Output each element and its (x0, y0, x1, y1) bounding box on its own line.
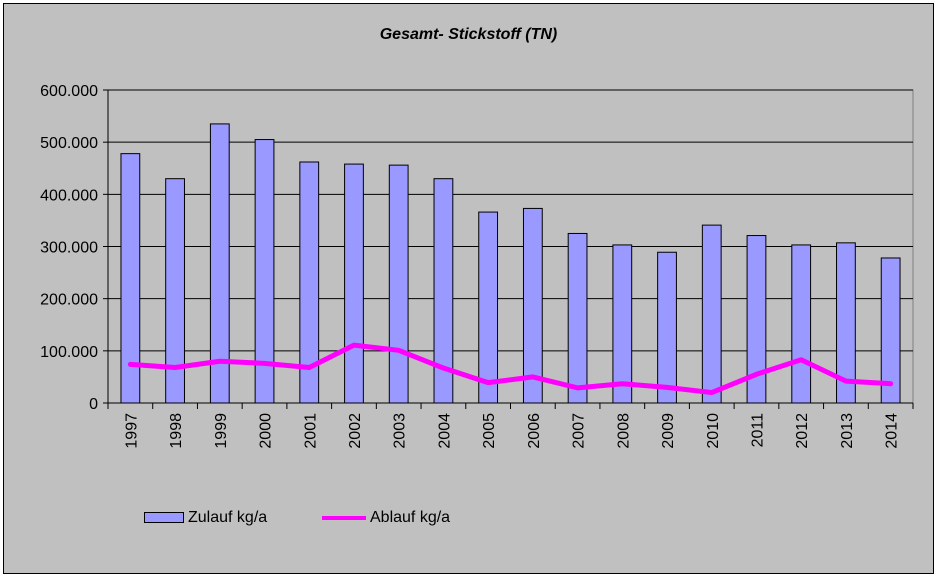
plot-area: 0 100.000 200.000 300.000 400.000 500.000 600.… (40, 83, 914, 449)
x-tick-label: 2001 (302, 413, 319, 449)
legend-label-zulauf: Zulauf kg/a (188, 509, 268, 526)
legend-swatch-zulauf (144, 512, 184, 524)
bar-zulauf (299, 161, 320, 404)
x-tick-label: 2004 (436, 413, 453, 449)
x-tick-label: 1997 (123, 413, 140, 449)
bar-zulauf (388, 164, 409, 404)
y-tick-label: 600.000 (40, 83, 98, 100)
x-tick-label: 1999 (213, 413, 230, 449)
legend-label-ablauf: Ablauf kg/a (370, 509, 451, 526)
x-tick-label: 1998 (168, 413, 185, 449)
legend-swatch-ablauf (322, 515, 366, 520)
bar-zulauf (478, 211, 499, 404)
x-tick-label: 2010 (705, 413, 722, 449)
bar-zulauf (880, 257, 901, 404)
y-tick-label: 300.000 (40, 240, 98, 257)
chart-frame: Gesamt- Stickstoff (TN) 0 100.000 200.000 3… (3, 3, 934, 574)
bar-zulauf (746, 235, 767, 404)
bar-zulauf (209, 123, 230, 404)
bar-zulauf (433, 178, 454, 404)
x-tick-label: 2008 (615, 413, 632, 449)
bar-zulauf (612, 244, 633, 404)
bar-zulauf (165, 178, 185, 404)
bar-zulauf (254, 139, 275, 404)
bar-zulauf (344, 163, 364, 404)
bar-zulauf (120, 153, 141, 404)
x-tick-label: 2011 (749, 413, 766, 448)
x-tick-label: 2005 (481, 413, 498, 449)
bar-zulauf (522, 207, 543, 404)
line-ablauf (127, 342, 894, 396)
y-tick-label: 100.000 (40, 344, 98, 361)
x-tick-label: 2002 (347, 413, 364, 449)
x-tick-label: 2013 (839, 413, 856, 449)
x-tick-label: 2009 (660, 413, 677, 449)
chart-title: Gesamt- Stickstoff (TN) (379, 26, 558, 43)
bar-zulauf (836, 242, 856, 404)
legend: Zulauf kg/a Ablauf kg/a (144, 507, 504, 529)
x-tick-label: 2003 (392, 413, 409, 449)
legend-item-ablauf: Ablauf kg/a (322, 507, 450, 529)
y-tick-label: 400.000 (40, 187, 98, 204)
y-tick-label: 200.000 (40, 292, 98, 309)
bar-zulauf (791, 244, 812, 404)
x-tick-label: 2006 (526, 413, 543, 449)
bar-zulauf (657, 251, 677, 404)
legend-item-zulauf: Zulauf kg/a (144, 507, 267, 529)
y-tick-label: 500.000 (40, 135, 98, 152)
x-tick-label: 2014 (884, 413, 901, 449)
bar-zulauf (701, 224, 722, 404)
x-tick-label: 2007 (571, 413, 588, 449)
y-tick-label: 0 (89, 396, 98, 413)
x-tick-label: 2000 (258, 413, 275, 449)
bar-zulauf (567, 232, 588, 404)
x-tick-label: 2012 (794, 413, 811, 449)
